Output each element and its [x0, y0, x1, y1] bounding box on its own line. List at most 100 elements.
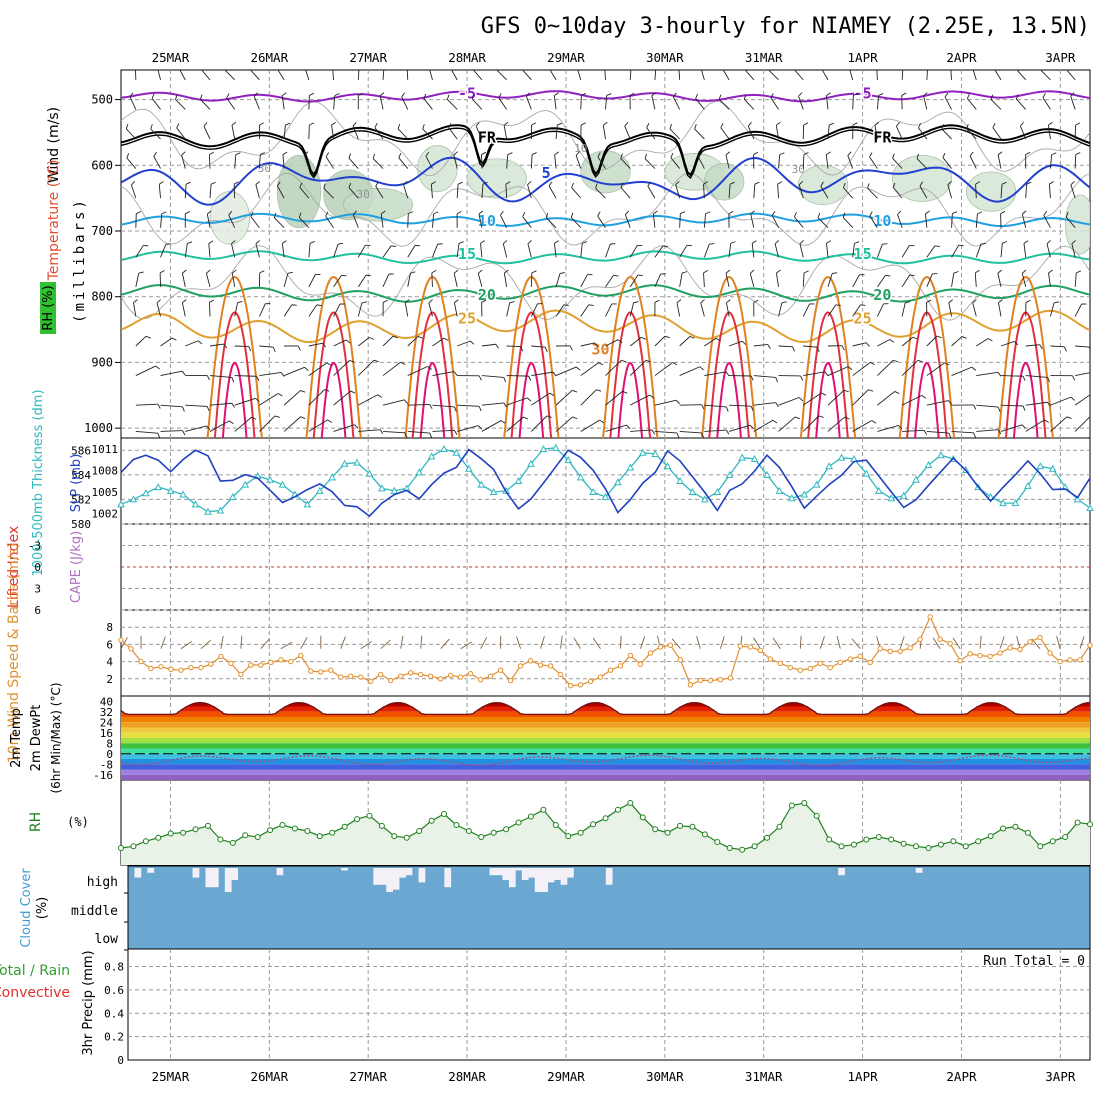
wind-barb	[852, 342, 867, 347]
wind-barb-flag	[637, 274, 643, 277]
wind-barb	[185, 340, 199, 347]
wind-barb	[1000, 243, 1003, 258]
wind-barb-flag	[504, 269, 509, 274]
thickness-point	[713, 488, 722, 496]
rh-shaded-area	[466, 158, 527, 199]
date-label-top: 31MAR	[745, 50, 783, 65]
wind-barb-flag	[498, 93, 502, 99]
rh-point	[701, 831, 708, 838]
isotherm-label: 20	[478, 286, 496, 304]
temp-tick-label: -8	[100, 758, 113, 771]
date-label-bottom: 26MAR	[250, 1069, 288, 1084]
wind-barb-flag	[304, 151, 309, 156]
wind-barb-flag	[725, 406, 729, 412]
surface-wind-barb	[540, 636, 545, 649]
rh-point	[229, 839, 236, 846]
wind-barb	[852, 274, 860, 288]
li-tick-label: 6	[34, 604, 41, 617]
wind-barb	[570, 217, 582, 229]
wind-barb-flag	[522, 65, 524, 70]
wind-speed-point	[587, 678, 594, 685]
wind-speed-point	[807, 665, 813, 672]
wind-barb	[778, 416, 796, 432]
wind-barb-flag	[1016, 65, 1018, 70]
wind-barb	[672, 96, 681, 110]
wind-barb	[352, 214, 359, 228]
wind-barb-flag	[231, 377, 235, 383]
wind-barb	[185, 404, 208, 407]
wind-barb-flag	[670, 152, 674, 158]
wind-barb-flag	[527, 180, 532, 185]
wind-speed-point	[857, 653, 863, 660]
wind-barb-flag	[605, 63, 609, 66]
wind-speed-point	[348, 673, 354, 679]
wind-barb	[179, 70, 186, 81]
wind-barb-flag	[159, 270, 165, 274]
rh-fill	[121, 802, 1090, 865]
wind-barb	[918, 127, 928, 140]
surface-wind-barb	[400, 635, 404, 649]
wind-speed-point	[577, 682, 584, 688]
wind-barb-flag	[753, 151, 759, 155]
thickness-point	[378, 484, 386, 492]
rh-point	[714, 839, 721, 846]
wind-tick-label: 8	[106, 621, 113, 634]
wind-barb-flag	[448, 123, 452, 129]
rh-point	[975, 838, 982, 845]
rh-point	[590, 821, 597, 828]
rh-point	[875, 833, 882, 840]
wind-barb-flag	[372, 153, 376, 159]
wind-barb	[605, 424, 627, 432]
cloud-high-bar	[515, 868, 523, 871]
wind-barb	[1066, 70, 1076, 81]
temperature-line	[121, 701, 1090, 716]
warm-contour	[716, 362, 742, 438]
wind-barb-flag	[159, 181, 164, 185]
slp-tick-label: 1005	[92, 486, 119, 499]
wind-barb-flag	[803, 152, 809, 155]
wind-barb	[259, 303, 266, 317]
wind-barb-flag	[969, 151, 974, 157]
wind-barb-flag	[701, 432, 704, 438]
wind-barb	[704, 371, 727, 377]
wind-barb	[1000, 341, 1015, 347]
wind-barb-flag	[361, 301, 367, 304]
wind-barb-flag	[322, 342, 327, 348]
rh-point	[316, 833, 323, 840]
wind-barb-flag	[150, 124, 153, 130]
wind-barb-flag	[720, 123, 724, 128]
surface-wind-barb	[719, 636, 725, 649]
thickness-point	[899, 491, 908, 499]
wind-barb-flag	[597, 152, 601, 158]
wind-barb	[571, 187, 582, 199]
wind-barb	[398, 157, 409, 169]
wind-barb	[231, 272, 236, 287]
wind-barb	[208, 243, 211, 258]
wind-barb	[447, 99, 458, 110]
isotherm-label: 25	[854, 309, 872, 327]
rh-point	[341, 823, 348, 830]
thickness-point	[440, 445, 448, 453]
wind-barb-flag	[1076, 270, 1082, 274]
wind-barb	[209, 302, 211, 317]
wind-barb-flag	[725, 269, 731, 274]
wind-speed-point	[308, 668, 314, 674]
temperature-color-band	[121, 722, 1090, 728]
wind-barb	[530, 154, 533, 169]
surface-wind-barb	[260, 638, 270, 649]
wind-barb-flag	[928, 64, 933, 66]
wind-barb	[948, 302, 953, 317]
thickness-point	[589, 488, 597, 496]
wind-barb-flag	[287, 271, 293, 274]
wind-barb-flag	[309, 92, 315, 96]
wind-barb	[506, 397, 528, 406]
wind-barb-flag	[231, 269, 237, 274]
wind-speed-point	[997, 650, 1003, 656]
wind-barb-flag	[781, 301, 787, 304]
wind-speed-point	[747, 644, 754, 650]
wind-speed-point	[947, 640, 953, 647]
cloud-high-bar	[405, 868, 413, 876]
wind-barb-flag	[621, 359, 627, 363]
wind-barb-flag	[352, 210, 357, 215]
wind-barb	[234, 397, 256, 406]
